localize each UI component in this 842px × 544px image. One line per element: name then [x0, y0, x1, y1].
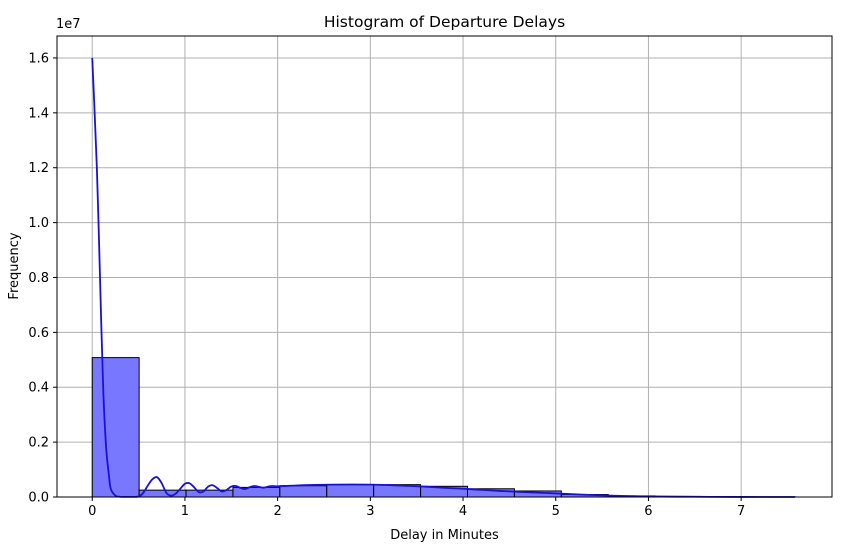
x-tick-label: 4 — [459, 504, 467, 519]
x-tick-label: 1 — [181, 504, 189, 519]
y-tick-label: 0.8 — [28, 271, 49, 286]
histogram-bar — [232, 486, 281, 498]
y-tick-label: 0.2 — [28, 436, 49, 451]
histogram-bar — [91, 357, 140, 498]
plot-frame — [56, 35, 833, 498]
y-axis-title: Frequency — [7, 232, 22, 299]
histogram-bar — [326, 484, 375, 498]
y-tick-label: 0.0 — [28, 491, 49, 506]
y-axis-offset-label: 1e7 — [56, 17, 81, 32]
x-tick-label: 7 — [737, 504, 745, 519]
chart-title: Histogram of Departure Delays — [324, 13, 565, 31]
histogram-bars — [91, 357, 797, 498]
y-tick-label: 1.4 — [28, 106, 49, 121]
x-tick-label: 0 — [88, 504, 96, 519]
y-tick-label: 0.4 — [28, 381, 49, 396]
x-tick-label: 3 — [366, 504, 374, 519]
y-tick-label: 1.6 — [28, 51, 49, 66]
axis-ticks: 0 1 2 3 4 5 6 7 0.0 0.2 0.4 0.6 0.8 1.0 1.2 1.4 1.6 — [28, 51, 745, 519]
y-tick-label: 1.0 — [28, 216, 49, 231]
x-axis-title: Delay in Minutes — [390, 528, 499, 543]
y-tick-label: 1.2 — [28, 161, 49, 176]
x-tick-label: 5 — [552, 504, 560, 519]
x-tick-label: 2 — [273, 504, 281, 519]
histogram-bar — [279, 485, 328, 498]
x-tick-label: 6 — [644, 504, 652, 519]
y-tick-label: 0.6 — [28, 326, 49, 341]
